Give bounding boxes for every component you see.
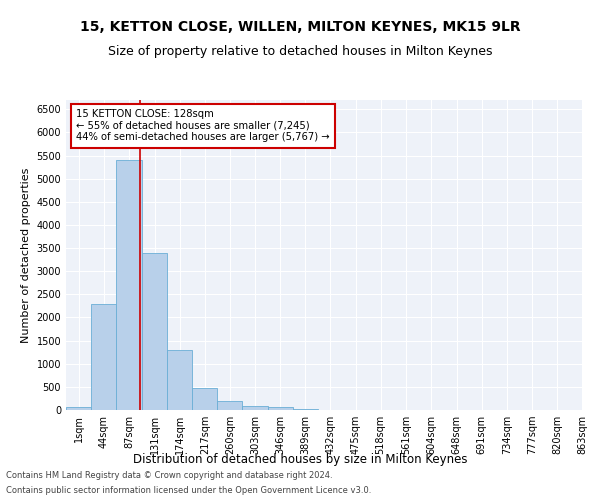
Text: Contains HM Land Registry data © Crown copyright and database right 2024.: Contains HM Land Registry data © Crown c… <box>6 471 332 480</box>
Text: 15 KETTON CLOSE: 128sqm
← 55% of detached houses are smaller (7,245)
44% of semi: 15 KETTON CLOSE: 128sqm ← 55% of detache… <box>76 110 330 142</box>
Bar <box>268 407 293 410</box>
Text: Contains public sector information licensed under the Open Government Licence v3: Contains public sector information licen… <box>6 486 371 495</box>
Bar <box>242 406 268 410</box>
Bar <box>66 406 91 410</box>
Bar <box>116 160 142 410</box>
Text: Distribution of detached houses by size in Milton Keynes: Distribution of detached houses by size … <box>133 452 467 466</box>
Bar <box>91 304 116 410</box>
Bar <box>293 408 318 410</box>
Bar <box>217 400 242 410</box>
Text: Size of property relative to detached houses in Milton Keynes: Size of property relative to detached ho… <box>108 45 492 58</box>
Bar <box>167 350 192 410</box>
Text: 15, KETTON CLOSE, WILLEN, MILTON KEYNES, MK15 9LR: 15, KETTON CLOSE, WILLEN, MILTON KEYNES,… <box>80 20 520 34</box>
Y-axis label: Number of detached properties: Number of detached properties <box>21 168 31 342</box>
Bar <box>192 388 217 410</box>
Bar <box>142 252 167 410</box>
